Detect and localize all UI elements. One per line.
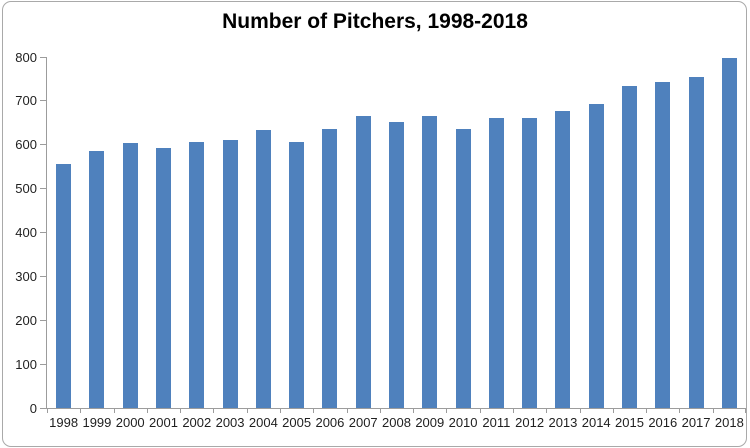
x-axis-tick <box>47 408 48 413</box>
x-tick-label: 2009 <box>415 415 445 430</box>
bar-1998 <box>56 163 72 408</box>
y-tick-label: 400 <box>15 225 37 240</box>
x-tick-label: 2015 <box>615 415 644 430</box>
x-tick-label: 2002 <box>182 415 212 430</box>
y-axis-tick <box>40 407 46 409</box>
x-axis-tick <box>213 408 215 413</box>
bar-2004 <box>255 130 271 408</box>
x-axis-tick <box>513 408 514 413</box>
x-tick-label: 2007 <box>348 415 378 430</box>
bar-2005 <box>289 142 305 408</box>
plot-area: 0 100 200 300 400 500 600 700 800 1998 1999 2000 20… <box>15 51 746 429</box>
x-axis-tick <box>646 408 648 413</box>
x-tick-label: 2017 <box>681 415 711 430</box>
x-tick-label: 2004 <box>248 415 278 430</box>
x-axis-tick <box>612 408 614 413</box>
x-tick-label: 2008 <box>382 415 411 430</box>
bar-2002 <box>189 141 205 408</box>
y-tick-label: 300 <box>15 268 37 284</box>
y-tick-label: 100 <box>15 356 37 372</box>
bar-2016 <box>655 82 671 408</box>
x-tick-label: 1998 <box>49 415 79 430</box>
bar-2013 <box>555 110 571 408</box>
x-tick-label: 1999 <box>82 415 112 430</box>
x-tick-label: 2012 <box>515 415 545 430</box>
y-axis-tick <box>40 144 46 146</box>
y-axis-tick <box>40 100 46 102</box>
y-axis-tick <box>40 188 46 190</box>
x-tick-label: 2014 <box>581 415 611 430</box>
bar-2003 <box>222 139 238 408</box>
bar-2010 <box>455 129 471 408</box>
y-tick-label: 700 <box>15 93 37 109</box>
x-axis-tick <box>745 408 746 413</box>
x-axis-tick <box>246 408 248 413</box>
bar-2011 <box>488 117 504 408</box>
x-axis-tick <box>712 408 714 413</box>
bar-1999 <box>89 151 105 408</box>
bar-2007 <box>355 116 371 408</box>
x-axis-tick <box>579 408 581 413</box>
x-tick-label: 2011 <box>482 415 511 430</box>
x-axis-tick <box>180 408 182 413</box>
x-axis-tick <box>113 408 115 413</box>
bar-2000 <box>122 142 138 408</box>
bar-2006 <box>322 129 338 408</box>
x-axis-tick <box>679 408 681 413</box>
y-axis-tick <box>40 363 46 365</box>
y-tick-label: 800 <box>15 49 37 65</box>
x-tick-label: 2010 <box>448 415 478 430</box>
y-tick-label: 600 <box>15 137 37 153</box>
bar-2009 <box>422 116 438 408</box>
bar-2012 <box>522 117 538 408</box>
y-axis-tick <box>40 56 46 58</box>
x-axis-tick <box>346 408 348 413</box>
bar-2008 <box>389 122 404 408</box>
y-tick-label: 0 <box>29 400 37 416</box>
x-axis-tick <box>379 408 381 413</box>
y-axis-tick <box>40 275 46 277</box>
x-axis-tick <box>280 408 281 413</box>
bar-2001 <box>156 148 171 408</box>
x-axis-tick <box>146 408 148 413</box>
x-tick-label: 2006 <box>315 415 345 430</box>
x-axis-tick <box>313 408 315 413</box>
x-tick-label: 2005 <box>282 415 312 430</box>
y-tick-label: 200 <box>15 312 37 328</box>
bar-2015 <box>622 85 637 408</box>
bar-2014 <box>588 104 604 408</box>
bar-2018 <box>721 57 737 408</box>
x-axis-tick <box>80 408 82 413</box>
y-axis-tick <box>40 319 46 321</box>
y-tick-label: 500 <box>15 181 37 197</box>
chart-title: Number of Pitchers, 1998-2018 <box>222 10 528 33</box>
bar-2017 <box>688 76 704 408</box>
x-tick-label: 2016 <box>648 415 678 430</box>
x-axis-tick <box>446 408 448 413</box>
y-axis-tick <box>40 232 46 233</box>
x-tick-label: 2013 <box>548 415 578 430</box>
x-tick-label: 2001 <box>149 415 178 430</box>
x-tick-label: 2018 <box>714 415 744 430</box>
x-axis-tick <box>479 408 481 413</box>
x-tick-label: 2003 <box>215 415 245 430</box>
x-axis-tick <box>413 408 415 413</box>
x-tick-label: 2000 <box>115 415 145 430</box>
x-axis-tick <box>546 408 548 413</box>
